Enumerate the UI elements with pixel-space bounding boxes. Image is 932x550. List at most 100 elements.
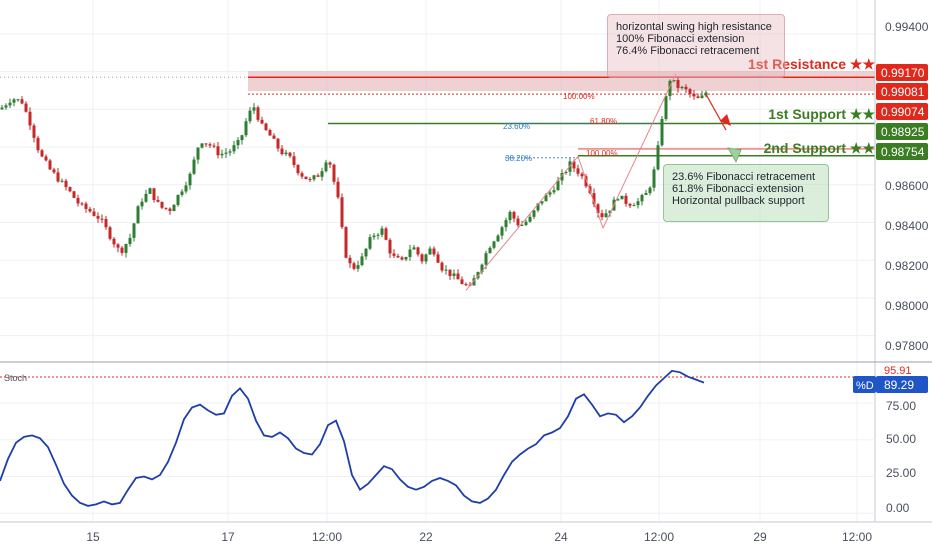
stoch-tick: 50.00 [886, 432, 916, 446]
candle-body [128, 237, 132, 244]
candle-body [308, 179, 312, 181]
candle-body [512, 211, 516, 219]
candle-body [428, 248, 432, 255]
candle-body [152, 188, 156, 200]
candle-body [680, 86, 684, 88]
price-tick: 0.98200 [885, 259, 929, 273]
candle-body [124, 243, 128, 253]
stoch-grid [0, 402, 875, 514]
candle-body [100, 218, 104, 220]
candle-body [384, 228, 388, 240]
candle-body [176, 194, 180, 205]
stoch-legend-badge: %D [853, 376, 876, 393]
candle-body [48, 160, 52, 170]
candle-body [584, 176, 588, 187]
annotation-line: 23.6% Fibonacci retracement [672, 171, 816, 183]
time-tick: 12:00 [312, 530, 342, 544]
price-tick: 0.99400 [885, 20, 929, 34]
candle-body [364, 248, 368, 257]
candle-body [348, 257, 352, 264]
candle-body [332, 164, 336, 182]
candle-body [224, 152, 228, 154]
candle-body [108, 227, 112, 239]
candle-body [352, 263, 356, 269]
candle-body [628, 203, 632, 206]
candle-body [600, 213, 604, 218]
candle-body [172, 204, 176, 212]
candle-body [80, 203, 84, 205]
candle-body [336, 181, 340, 198]
fib-label-retrace-38-2: 38.20% [505, 154, 532, 163]
candle-body [320, 171, 324, 177]
candle-body [312, 175, 316, 180]
annotation-line: 100% Fibonacci extension [616, 33, 745, 45]
candle-body [508, 211, 512, 221]
price-tick: 0.98400 [885, 219, 929, 233]
candle-body [456, 273, 460, 280]
candle-body [288, 152, 292, 157]
candle-body [572, 161, 576, 169]
candle-body [208, 144, 212, 146]
candle-body [492, 241, 496, 248]
candle-body [672, 79, 676, 81]
candle-body [520, 225, 524, 227]
candle-body [116, 244, 120, 248]
candle-body [476, 272, 480, 279]
support-annotation: 23.6% Fibonacci retracement 61.8% Fibona… [663, 164, 829, 222]
candle-body [700, 95, 704, 99]
candle-body [544, 194, 548, 202]
candle-body [56, 172, 60, 182]
support-pointer [727, 147, 742, 163]
price-badge-text: 0.99170 [881, 66, 925, 80]
candle-body [328, 162, 332, 165]
candle-body [376, 234, 380, 236]
candle-body [692, 93, 696, 97]
candle-body [136, 206, 140, 224]
candle-body [624, 195, 628, 204]
candle-body [496, 235, 500, 242]
price-badge-text: 0.98925 [881, 125, 925, 139]
stoch-overbought-label: 95.91 [884, 365, 912, 377]
candle-body [620, 195, 624, 200]
candle-body [40, 150, 44, 157]
stoch-line [0, 369, 705, 507]
candle-body [36, 137, 40, 151]
candle-body [368, 237, 372, 249]
candle-body [388, 239, 392, 254]
candle-body [548, 192, 552, 195]
candle-body [452, 273, 456, 276]
candle-body [484, 253, 488, 265]
candle-body [240, 135, 244, 141]
candle-body [504, 220, 508, 228]
candle-body [480, 264, 484, 273]
candle-body [272, 135, 276, 139]
candle-body [424, 254, 428, 262]
candle-body [528, 216, 532, 222]
candle-body [196, 147, 200, 160]
resistance-1-label: 1st Resistance ★★ [748, 56, 875, 72]
fib-trend-line [602, 73, 677, 229]
time-tick: 29 [753, 530, 767, 544]
time-tick: 22 [419, 530, 433, 544]
fib-label-retrace-100: 100.00% [586, 149, 618, 158]
candle-body [228, 151, 232, 153]
candle-body [72, 191, 76, 198]
candle-body [396, 255, 400, 258]
candle-body [232, 145, 236, 152]
time-tick: 24 [554, 530, 568, 544]
stoch-tick: 0.00 [886, 501, 910, 515]
candle-body [560, 173, 564, 181]
price-badge-0.98925: 0.98925 [876, 123, 928, 140]
candle-body [144, 193, 148, 202]
candle-body [564, 171, 568, 174]
candle-body [248, 110, 252, 122]
candle-body [324, 162, 328, 172]
candle-body [400, 257, 404, 260]
candle-body [180, 191, 184, 195]
candle-body [688, 89, 692, 94]
candle-body [408, 249, 412, 257]
candle-body [532, 210, 536, 217]
candle-body [636, 201, 640, 206]
price-badge-0.99081: 0.99081 [876, 83, 928, 100]
time-tick: 12:00 [842, 530, 872, 544]
